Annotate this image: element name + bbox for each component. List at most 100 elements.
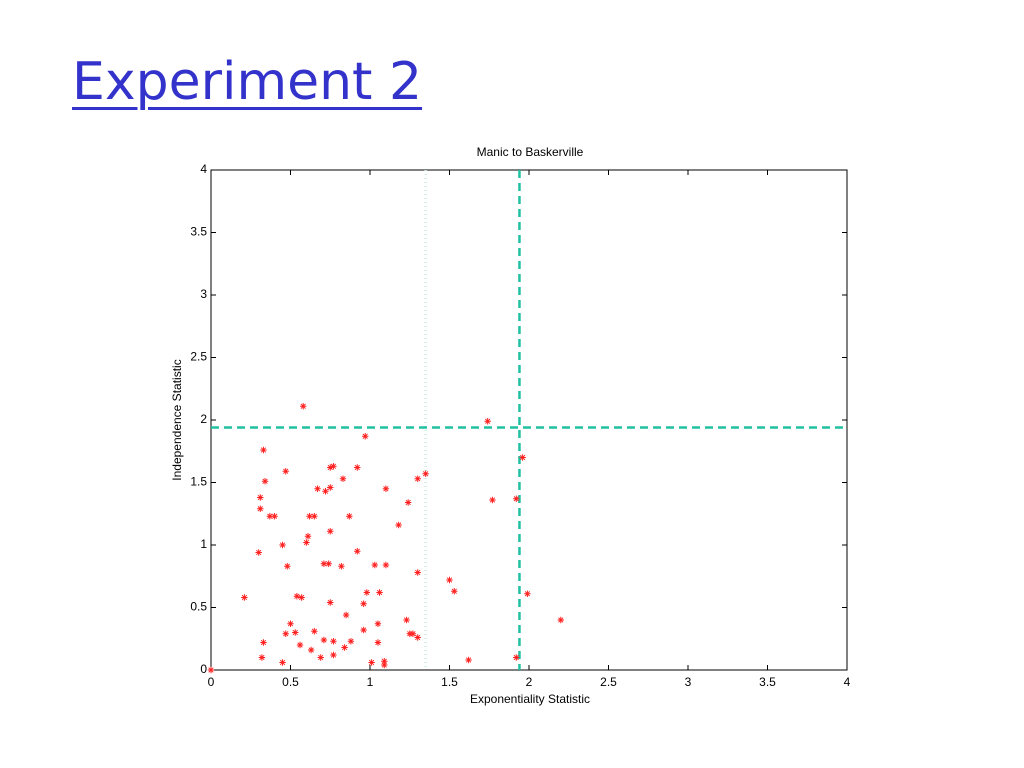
data-point	[261, 478, 269, 485]
data-point	[300, 403, 307, 410]
data-point	[360, 600, 367, 607]
chart-title: Manic to Baskerville	[477, 145, 584, 159]
data-point	[414, 569, 421, 576]
x-tick-label: 2.5	[600, 675, 617, 689]
data-point	[284, 563, 291, 570]
data-point	[338, 563, 345, 570]
data-point	[317, 654, 324, 661]
data-point	[260, 639, 267, 646]
data-point	[258, 654, 266, 661]
y-tick-label: 4	[200, 162, 207, 176]
data-point	[207, 666, 215, 674]
data-point	[524, 590, 531, 597]
data-point	[303, 539, 310, 546]
data-point	[314, 485, 321, 492]
y-tick-label: 1	[200, 537, 207, 551]
data-point	[257, 494, 264, 501]
data-point	[371, 561, 378, 569]
data-point	[557, 616, 564, 624]
data-point	[327, 599, 334, 606]
data-point	[519, 454, 526, 461]
data-point	[422, 470, 429, 477]
data-point	[342, 611, 350, 619]
data-point	[311, 628, 318, 635]
y-axis-label: Independence Statistic	[170, 359, 184, 480]
data-point	[347, 638, 355, 645]
data-point	[341, 644, 348, 651]
y-tick-label: 2.5	[190, 350, 207, 364]
data-point	[465, 656, 472, 664]
data-point	[325, 560, 332, 567]
y-tick-label: 0	[200, 662, 207, 676]
data-point	[293, 593, 301, 600]
data-point	[362, 433, 369, 440]
data-point	[260, 446, 267, 454]
data-point	[360, 626, 367, 634]
data-point	[513, 495, 520, 502]
data-point	[489, 496, 496, 504]
data-point	[368, 659, 375, 666]
data-point	[279, 541, 286, 549]
x-tick-label: 2	[526, 675, 533, 689]
data-point	[330, 651, 337, 659]
data-point	[451, 588, 458, 595]
data-point	[346, 513, 353, 520]
data-point	[404, 499, 412, 506]
data-point	[282, 468, 289, 475]
x-tick-label: 3	[685, 675, 692, 689]
data-point	[311, 513, 318, 520]
data-point	[403, 616, 410, 624]
x-tick-label: 0	[208, 675, 215, 689]
data-point	[304, 533, 312, 540]
data-point	[414, 475, 421, 482]
y-tick-label: 3.5	[190, 225, 207, 239]
data-point	[287, 620, 294, 627]
y-tick-label: 3	[200, 287, 207, 301]
data-point	[354, 548, 361, 555]
data-point	[513, 654, 520, 661]
data-point	[330, 463, 337, 470]
data-point	[327, 528, 334, 535]
data-point	[266, 513, 274, 520]
x-tick-label: 0.5	[282, 675, 299, 689]
data-point	[327, 464, 334, 471]
data-point	[381, 658, 388, 665]
data-point	[320, 636, 328, 644]
data-point	[395, 521, 402, 529]
data-point	[255, 549, 262, 556]
data-point	[320, 560, 328, 567]
data-point	[296, 641, 304, 649]
x-tick-label: 1.5	[441, 675, 458, 689]
data-point	[354, 464, 361, 471]
data-point	[292, 629, 299, 636]
data-point	[374, 639, 382, 646]
data-point	[484, 418, 491, 425]
data-point	[282, 630, 289, 637]
x-axis-label: Exponentiality Statistic	[470, 692, 590, 706]
data-point	[382, 561, 390, 569]
data-point	[306, 513, 313, 520]
data-point	[327, 484, 334, 491]
data-point	[446, 576, 453, 584]
data-point	[376, 589, 383, 596]
data-point	[330, 638, 337, 645]
data-point	[298, 594, 305, 601]
data-point	[241, 594, 248, 601]
data-point	[374, 620, 382, 627]
y-tick-label: 1.5	[190, 475, 207, 489]
x-tick-label: 1	[367, 675, 374, 689]
slide-title: Experiment 2	[72, 52, 423, 112]
data-point	[382, 485, 390, 492]
data-point	[257, 505, 264, 512]
x-tick-label: 4	[844, 675, 851, 689]
data-point	[322, 488, 329, 495]
x-tick-label: 3.5	[759, 675, 776, 689]
y-tick-label: 0.5	[190, 600, 207, 614]
data-point	[271, 513, 278, 520]
data-point	[279, 659, 286, 666]
data-point	[307, 646, 315, 654]
data-point	[409, 630, 417, 637]
data-point	[381, 661, 388, 669]
y-tick-label: 2	[200, 412, 207, 426]
